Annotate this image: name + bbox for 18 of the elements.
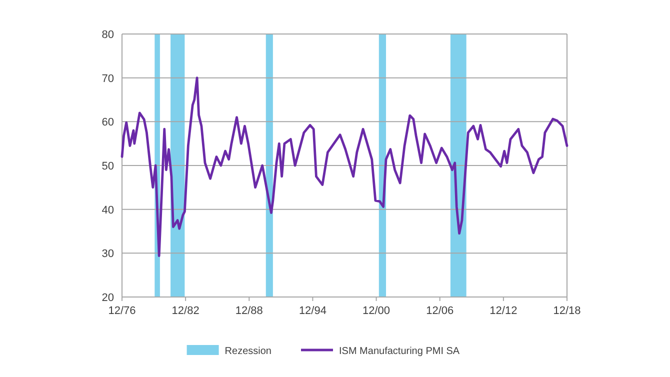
y-tick-label: 20 bbox=[102, 292, 114, 304]
line-series bbox=[120, 76, 568, 257]
x-tick-label: 12/94 bbox=[298, 305, 326, 317]
y-tick-label: 80 bbox=[102, 29, 114, 41]
y-tick-label: 40 bbox=[102, 204, 114, 216]
x-tick-label: 12/76 bbox=[108, 305, 136, 317]
legend-label: Rezession bbox=[224, 346, 272, 357]
y-tick-label: 70 bbox=[102, 72, 114, 85]
x-tick-label: 12/88 bbox=[235, 305, 263, 317]
y-tick-label: 60 bbox=[102, 116, 114, 129]
x-tick-label: 12/82 bbox=[172, 305, 200, 317]
legend-label: ISM Manufacturing PMI SA bbox=[339, 346, 460, 357]
y-tick-label: 30 bbox=[102, 248, 114, 260]
y-tick-label: 50 bbox=[102, 160, 114, 172]
x-tick-label: 12/18 bbox=[553, 305, 581, 317]
x-tick-label: 12/12 bbox=[490, 305, 518, 317]
x-tick-label: 12/00 bbox=[362, 305, 390, 317]
x-tick-label: 12/06 bbox=[426, 305, 454, 317]
